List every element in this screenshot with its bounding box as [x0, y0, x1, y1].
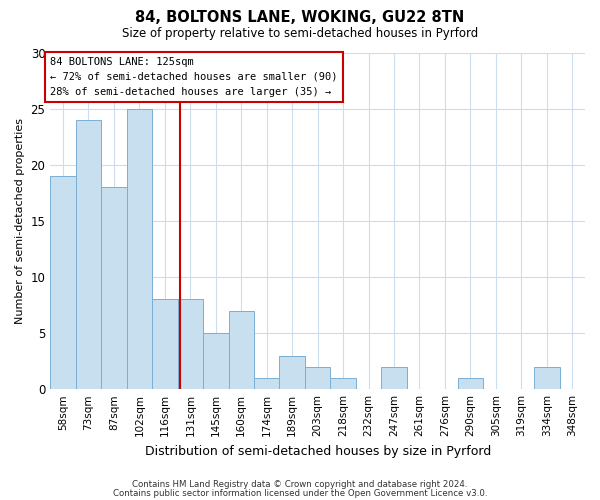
Bar: [178, 300, 203, 389]
Bar: [458, 378, 483, 389]
Text: 84 BOLTONS LANE: 125sqm
← 72% of semi-detached houses are smaller (90)
28% of se: 84 BOLTONS LANE: 125sqm ← 72% of semi-de…: [50, 57, 338, 96]
Bar: [152, 300, 178, 389]
X-axis label: Distribution of semi-detached houses by size in Pyrford: Distribution of semi-detached houses by …: [145, 444, 491, 458]
Y-axis label: Number of semi-detached properties: Number of semi-detached properties: [15, 118, 25, 324]
Bar: [229, 310, 254, 389]
Bar: [382, 366, 407, 389]
Bar: [203, 333, 229, 389]
Bar: [280, 356, 305, 389]
Bar: [534, 366, 560, 389]
Bar: [101, 187, 127, 389]
Bar: [305, 366, 331, 389]
Bar: [127, 108, 152, 389]
Bar: [254, 378, 280, 389]
Bar: [50, 176, 76, 389]
Bar: [76, 120, 101, 389]
Text: Contains public sector information licensed under the Open Government Licence v3: Contains public sector information licen…: [113, 489, 487, 498]
Bar: [331, 378, 356, 389]
Text: 84, BOLTONS LANE, WOKING, GU22 8TN: 84, BOLTONS LANE, WOKING, GU22 8TN: [136, 10, 464, 25]
Text: Contains HM Land Registry data © Crown copyright and database right 2024.: Contains HM Land Registry data © Crown c…: [132, 480, 468, 489]
Text: Size of property relative to semi-detached houses in Pyrford: Size of property relative to semi-detach…: [122, 28, 478, 40]
